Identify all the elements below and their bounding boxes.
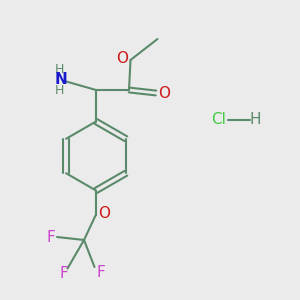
Text: H: H	[54, 63, 64, 76]
Text: H: H	[249, 112, 261, 128]
Text: O: O	[158, 85, 170, 100]
Text: N: N	[55, 72, 67, 87]
Text: Cl: Cl	[212, 112, 226, 128]
Text: O: O	[98, 206, 110, 220]
Text: O: O	[116, 51, 128, 66]
Text: F: F	[59, 266, 68, 281]
Text: F: F	[97, 265, 106, 280]
Text: H: H	[54, 84, 64, 97]
Text: F: F	[46, 230, 55, 244]
